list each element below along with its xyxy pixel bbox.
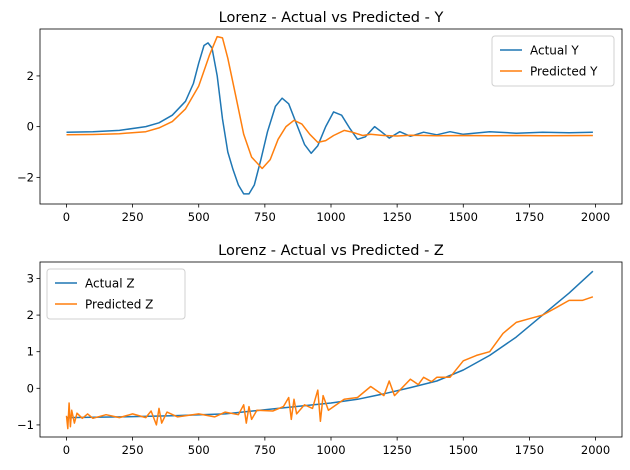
x-tick-label: 2000 [581,210,610,224]
y-tick-label: 0 [27,381,34,395]
series-line-predicted [66,35,593,170]
x-tick-label: 2000 [581,443,610,457]
legend-box [46,268,186,320]
x-tick-label: 750 [254,443,276,457]
y-tick-label: 3 [27,271,34,285]
x-tick-label: 1000 [316,443,345,457]
y-tick-label: 2 [27,69,34,83]
legend-label: Actual Z [85,277,135,291]
x-tick-label: 1250 [382,210,411,224]
series-line-predicted [65,296,594,430]
legend-box [491,35,615,87]
x-tick-label: 0 [63,443,70,457]
y-tick-label: −1 [17,418,34,432]
x-tick-label: 1750 [515,210,544,224]
legend-label: Actual Y [530,44,579,58]
subplot-y: Lorenz - Actual vs Predicted - Y 0 250 500 7… [17,10,623,224]
x-tick-label: 1750 [515,443,544,457]
x-tick-label: 0 [63,210,70,224]
legend-label: Predicted Y [530,65,598,79]
y-tick-label: 2 [27,308,34,322]
x-tick-label: 1500 [449,210,478,224]
series-line-actual [66,42,593,195]
legend: Actual Y Predicted Y [491,35,615,87]
x-tick-label: 250 [122,210,144,224]
legend: Actual Z Predicted Z [46,268,186,320]
x-tick-label: 250 [122,443,144,457]
x-tick-label: 750 [254,210,276,224]
y-tick-label: 1 [27,345,34,359]
y-tick-label: 0 [27,120,34,134]
x-tick-label: 1000 [316,210,345,224]
x-tick-label: 500 [188,210,210,224]
x-tick-label: 1250 [382,443,411,457]
x-tick-label: 1500 [449,443,478,457]
x-tick-label: 500 [188,443,210,457]
chart-title: Lorenz - Actual vs Predicted - Y [219,10,444,26]
chart-title: Lorenz - Actual vs Predicted - Z [218,243,444,259]
legend-label: Predicted Z [85,298,153,312]
y-tick-label: −2 [17,170,34,184]
series-line-actual [66,270,594,419]
subplot-z: Lorenz - Actual vs Predicted - Z 0 250 500 7… [17,243,623,457]
